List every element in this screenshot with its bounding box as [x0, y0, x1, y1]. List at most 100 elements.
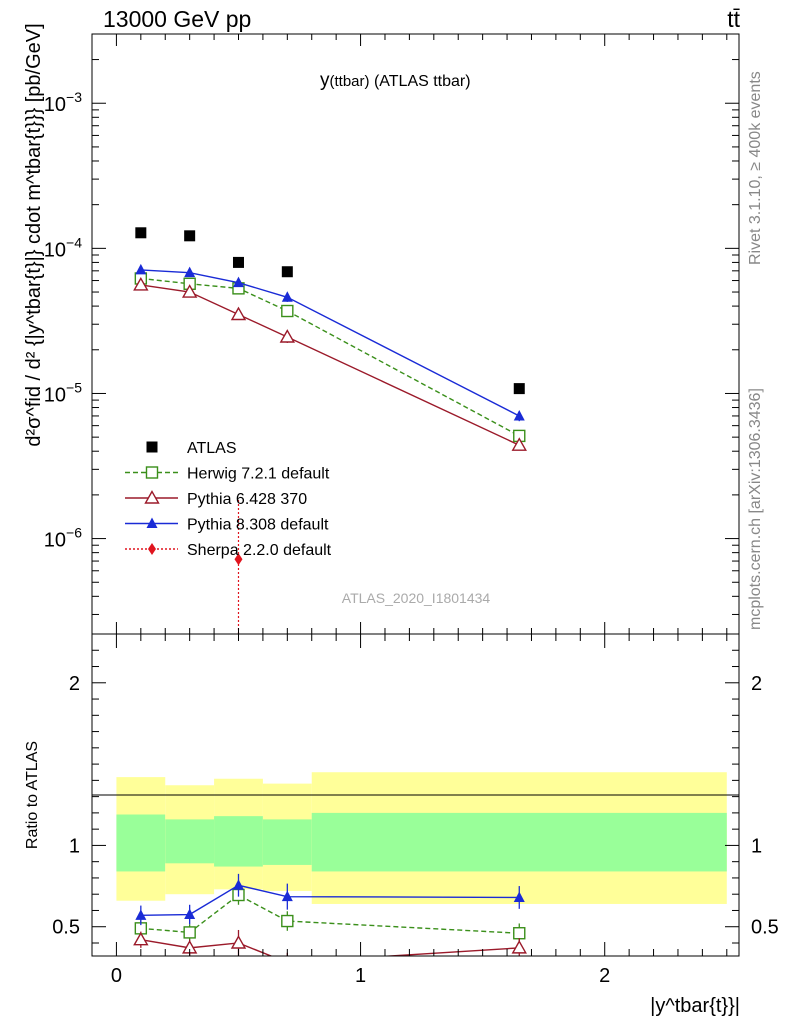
main-y-tick-base: 10 — [44, 239, 66, 261]
ratio-herwig-point — [513, 927, 526, 940]
legend-marker-data — [146, 441, 158, 453]
ratio-band-inner — [165, 819, 215, 864]
ratio-pythia6-point — [511, 939, 527, 954]
main-title: y(ttbar) (ATLAS ttbar) — [320, 70, 471, 91]
data-point — [184, 230, 196, 242]
main-title-sub: (ttbar) — [330, 73, 370, 90]
ratio-pythia6-point — [230, 935, 247, 949]
ratio-herwig-point — [183, 926, 196, 939]
legend-label-pythia8: Pythia 8.308 default — [187, 517, 329, 534]
ratio-axes: 0 1 2 0.5 0.5 1 1 2 2 — [52, 634, 779, 987]
pythia8-point — [513, 409, 525, 421]
pythia8-line — [140, 269, 520, 417]
main-y-tick-label: 10−4 — [44, 234, 82, 261]
data-point — [281, 266, 293, 278]
main-y-tick-exp: −5 — [66, 379, 82, 395]
pythia8-point — [135, 263, 147, 275]
header-left: 13000 GeV pp — [103, 6, 251, 32]
ratio-frame — [91, 633, 740, 957]
ratio-herwig-point — [281, 914, 294, 928]
legend-label-pythia6: Pythia 6.428 370 — [187, 491, 307, 508]
pythia6-point — [230, 306, 247, 321]
ratio-bands — [116, 772, 727, 904]
ratio-pythia6-point — [286, 954, 289, 956]
main-y-tick-base: 10 — [44, 530, 66, 552]
legend-marker-pythia8 — [146, 517, 158, 528]
ratio-y-tick-label-right: 0.5 — [751, 917, 779, 939]
ratio-band-inner — [116, 814, 166, 872]
pythia8-point — [184, 266, 196, 278]
main-axes: 10−610−510−410−3 — [44, 33, 739, 634]
ratio-y-tick-label-right: 1 — [751, 835, 762, 857]
legend-marker-herwig — [145, 466, 159, 479]
pythia6-point — [133, 276, 149, 291]
ratio-band-inner — [214, 816, 263, 867]
ratio-y-tick-label-left: 2 — [69, 673, 80, 695]
main-y-tick-label: 10−3 — [44, 89, 82, 116]
herwig-point — [281, 304, 294, 318]
main-y-tick-label: 10−5 — [44, 379, 82, 406]
legend-entry-pythia8: Pythia 8.308 default — [125, 517, 329, 534]
pythia6-point — [181, 284, 198, 298]
ratio-herwig-line — [140, 894, 520, 934]
main-y-tick-label: 10−6 — [44, 525, 82, 552]
legend-marker-pythia6 — [144, 490, 160, 504]
ratio-pythia8-point — [135, 909, 147, 920]
main-ylabel: d²σ^fid / d² {|y^tbar{t}|} cdot m^tbar{t… — [23, 23, 45, 446]
legend: ATLAS Herwig 7.2.1 default Pythia 6.428 37… — [125, 440, 332, 559]
ratio-pythia8-point — [281, 890, 293, 902]
ratio-y-tick-label-right: 2 — [751, 673, 762, 695]
ratio-pythia6-point — [133, 931, 149, 946]
main-title-var: y — [320, 70, 330, 91]
main-y-tick-exp: −4 — [66, 234, 82, 250]
pythia8-point — [281, 291, 293, 302]
main-title-rest: (ATLAS ttbar) — [370, 73, 471, 90]
analysis-label: ATLAS_2020_I1801434 — [342, 590, 491, 606]
pythia6-line — [140, 284, 520, 446]
data-point — [232, 256, 244, 268]
main-y-tick-base: 10 — [44, 384, 66, 406]
main-y-tick-exp: −3 — [66, 89, 82, 105]
ratio-x-tick-label: 2 — [599, 965, 610, 987]
ratio-x-tick-label: 0 — [111, 965, 122, 987]
ratio-y-tick-label-left: 1 — [69, 835, 80, 857]
sherpa-point — [234, 553, 243, 566]
ratio-pythia8-point — [513, 891, 525, 902]
pythia6-point — [511, 437, 527, 451]
ratio-y-tick-label-left: 0.5 — [52, 917, 80, 939]
main-y-tick-exp: −6 — [66, 525, 82, 541]
legend-entry-pythia6: Pythia 6.428 370 — [125, 490, 307, 508]
series-pythia8 — [135, 263, 525, 422]
x-axis-label: |y^tbar{t}}| — [650, 995, 740, 1017]
ratio-ylabel: Ratio to ATLAS — [24, 741, 41, 849]
pythia8-point — [232, 276, 244, 288]
ratio-pythia8-point — [184, 908, 196, 920]
main-y-tick-base: 10 — [44, 94, 66, 116]
rivet-label: Rivet 3.1.10, ≥ 400k events — [747, 71, 764, 265]
ratio-band-inner — [311, 812, 727, 872]
mcplots-label: mcplots.cern.ch [arXiv:1306.3436] — [747, 388, 764, 630]
data-point — [513, 383, 525, 395]
legend-entry-data: ATLAS — [146, 440, 237, 457]
header-right: tt̄ — [727, 6, 740, 32]
series-data — [135, 227, 525, 395]
data-point — [135, 227, 147, 239]
ratio-pythia6-line — [140, 939, 520, 956]
ratio-series-pythia8 — [135, 873, 525, 926]
ratio-x-tick-label: 1 — [355, 965, 366, 987]
legend-entry-herwig: Herwig 7.2.1 default — [125, 466, 330, 483]
pythia6-point — [279, 329, 296, 343]
ratio-pythia8-point — [232, 879, 244, 890]
ratio-panel: 0 1 2 0.5 0.5 1 1 2 2 — [52, 633, 779, 987]
series-sherpa — [234, 500, 243, 634]
legend-label-sherpa: Sherpa 2.2.0 default — [187, 542, 332, 559]
ratio-band-inner — [262, 819, 312, 865]
main-series — [133, 227, 527, 634]
legend-label-herwig: Herwig 7.2.1 default — [187, 466, 330, 483]
legend-marker-sherpa — [148, 543, 156, 555]
legend-entry-sherpa: Sherpa 2.2.0 default — [125, 542, 332, 559]
series-pythia6 — [133, 276, 527, 451]
legend-label-data: ATLAS — [187, 440, 237, 457]
main-panel: 10−610−510−410−3 — [44, 33, 740, 635]
